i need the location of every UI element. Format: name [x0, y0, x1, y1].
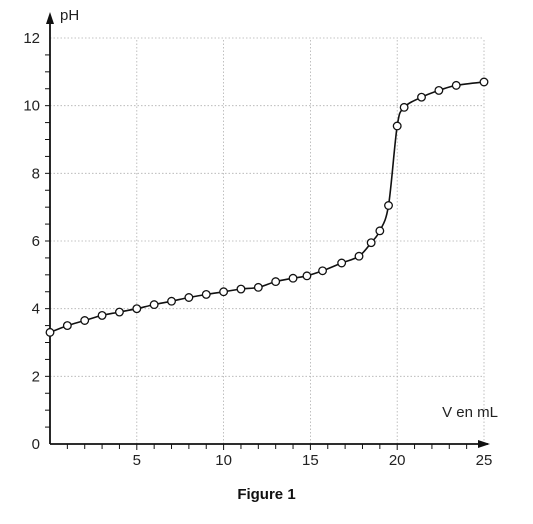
data-point — [45, 327, 55, 337]
data-point — [399, 102, 409, 112]
data-point — [384, 201, 393, 210]
axis-ticks — [45, 54, 468, 450]
data-point — [271, 277, 281, 287]
y-tick-label: 10 — [23, 98, 40, 115]
data-point — [354, 251, 364, 261]
y-tick-label: 8 — [32, 165, 40, 182]
titration-chart: 5 10 15 20 25 0 2 4 6 8 10 12 pH V en mL — [23, 7, 498, 469]
data-point — [479, 77, 489, 87]
data-point — [417, 92, 426, 102]
data-point — [167, 296, 176, 306]
data-point — [253, 282, 263, 292]
y-axis-label: pH — [60, 7, 79, 24]
x-tick-label: 10 — [215, 452, 232, 469]
data-point — [366, 238, 376, 248]
figure-caption: Figure 1 — [237, 486, 296, 503]
grid — [50, 37, 485, 444]
data-point — [97, 310, 107, 320]
y-tick-label: 4 — [32, 301, 40, 318]
data-point — [236, 284, 246, 294]
x-tick-label: 5 — [133, 452, 141, 469]
data-point — [302, 271, 312, 281]
x-tick-label: 15 — [302, 452, 319, 469]
data-point — [375, 226, 385, 236]
data-point — [132, 304, 142, 314]
data-point — [434, 85, 444, 95]
y-tick-label: 12 — [23, 30, 40, 47]
x-tick-label: 20 — [389, 452, 406, 469]
x-tick-label: 25 — [476, 452, 493, 469]
data-point — [62, 321, 72, 331]
y-tick-label: 0 — [32, 436, 40, 453]
y-tick-label: 2 — [32, 368, 40, 385]
data-points — [45, 77, 489, 337]
data-point — [392, 121, 402, 131]
data-point — [288, 273, 298, 283]
tick-labels: 5 10 15 20 25 0 2 4 6 8 10 12 — [23, 30, 492, 469]
x-axis-label: V en mL — [442, 404, 498, 421]
ph-curve — [49, 81, 485, 334]
data-point — [318, 266, 328, 276]
data-point — [219, 287, 229, 297]
axes — [46, 12, 490, 448]
data-point — [149, 300, 159, 310]
y-tick-label: 6 — [32, 233, 40, 250]
data-point — [114, 307, 124, 317]
y-axis-arrow — [46, 12, 54, 24]
data-point — [184, 293, 194, 302]
data-point — [337, 258, 347, 268]
data-point — [201, 290, 211, 299]
data-point — [80, 316, 90, 325]
data-point — [451, 80, 461, 90]
x-axis-arrow — [478, 440, 490, 448]
